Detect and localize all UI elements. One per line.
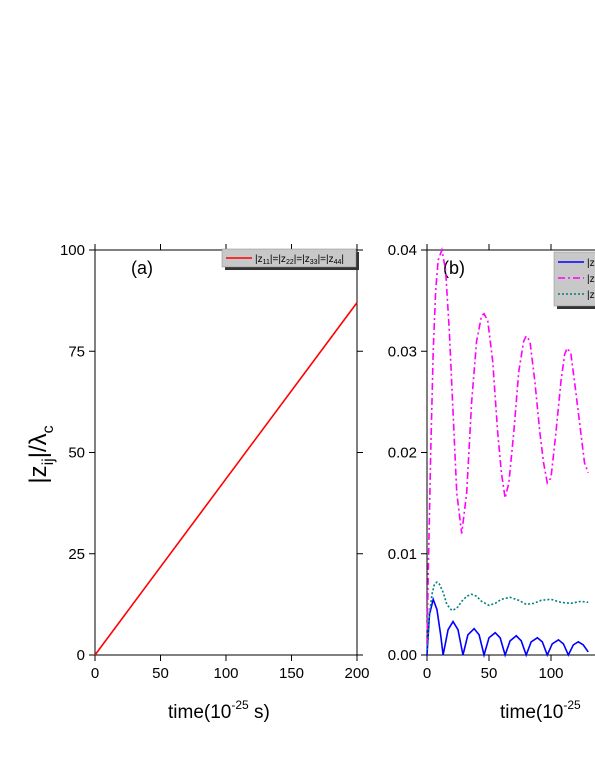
x-axis-label: time(10-25 s): [168, 698, 270, 723]
legend-label-part: |z: [255, 254, 263, 265]
y-tick-label: 0: [77, 647, 85, 664]
plot-frame: [94, 249, 358, 656]
x-axis-label-part: time(10: [500, 702, 563, 723]
x-tick-label: 150: [279, 665, 304, 682]
y-tick-label: 0.01: [388, 546, 417, 563]
data-line: [426, 596, 589, 659]
legend-label: |z11|=|z22|=|z33|=|z44|: [255, 254, 344, 266]
y-tick-label: 50: [68, 445, 85, 462]
panel-label: (a): [131, 258, 153, 278]
legend-label: |z: [587, 290, 595, 301]
legend-label-part: 22: [286, 259, 294, 266]
x-tick-label: 200: [344, 665, 369, 682]
x-axis-label-part: s): [249, 702, 270, 723]
legend-label-part: 44: [334, 259, 342, 266]
y-tick-label: 0.04: [388, 242, 417, 259]
x-axis-label: time(10-25: [500, 698, 581, 723]
y-axis-label-part: ij: [40, 458, 57, 465]
legend-label-part: |=|z: [270, 254, 286, 265]
x-tick-label: 50: [481, 665, 498, 682]
x-tick-label: 100: [538, 665, 563, 682]
y-tick-label: 100: [60, 242, 85, 259]
x-axis-label-part: -25: [231, 698, 249, 712]
y-tick-label: 75: [68, 343, 85, 360]
x-tick-label: 100: [213, 665, 238, 682]
data-line: [94, 302, 358, 656]
y-tick-label: 25: [68, 546, 85, 563]
plot-frame: [426, 249, 595, 656]
x-tick-label: 0: [423, 665, 431, 682]
y-tick-label: 0.00: [388, 647, 417, 664]
legend-label-part: |z: [587, 274, 595, 285]
legend-label-part: 11: [263, 259, 270, 266]
legend-box: [221, 248, 357, 268]
x-tick-label: 0: [91, 665, 99, 682]
y-axis-label-part: c: [40, 425, 57, 433]
y-axis-label-part: |z: [25, 465, 52, 483]
legend-label-part: |=|z: [318, 254, 334, 265]
legend-label-part: |: [341, 254, 344, 265]
y-axis-label: |zij|/λc: [25, 425, 57, 483]
data-line: [426, 581, 589, 650]
y-axis-label-part: |/λ: [25, 433, 52, 458]
y-tick-label: 0.02: [388, 445, 417, 462]
legend-label-part: |z: [587, 290, 595, 301]
legend-label-part: |=|z: [294, 254, 310, 265]
x-tick-label: 50: [152, 665, 169, 682]
legend-label-part: 33: [310, 259, 318, 266]
legend-label: |z: [587, 258, 595, 269]
legend-label: |z: [587, 274, 595, 285]
legend-box: [553, 251, 595, 307]
x-axis-label-part: -25: [563, 698, 581, 712]
x-axis-label-part: time(10: [168, 702, 231, 723]
legend-label-part: |z: [587, 258, 595, 269]
data-line: [426, 246, 589, 645]
y-tick-label: 0.03: [388, 343, 417, 360]
panel-label: (b): [443, 258, 465, 278]
